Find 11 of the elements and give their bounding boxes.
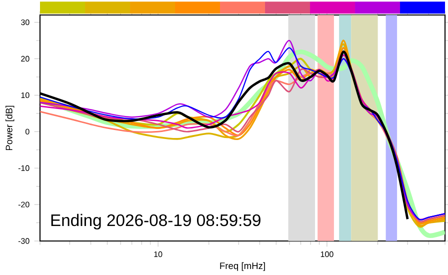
y-tick-label: 0 xyxy=(25,128,30,134)
y-tick-label: -20 xyxy=(18,202,30,208)
y-tick-label: -10 xyxy=(18,165,30,171)
y-axis-title: Power [dB] xyxy=(6,106,14,150)
annotation: Ending 2026-08-19 08:59:59 xyxy=(51,214,260,230)
x-tick-label: 100 xyxy=(320,251,334,258)
y-tick-label: 20 xyxy=(21,56,30,62)
y-tick-label: 10 xyxy=(21,92,30,98)
y-tick-label: 30 xyxy=(21,19,30,26)
y-tick-label: -30 xyxy=(18,238,30,244)
x-axis-title: Freq [mHz] xyxy=(220,262,265,271)
